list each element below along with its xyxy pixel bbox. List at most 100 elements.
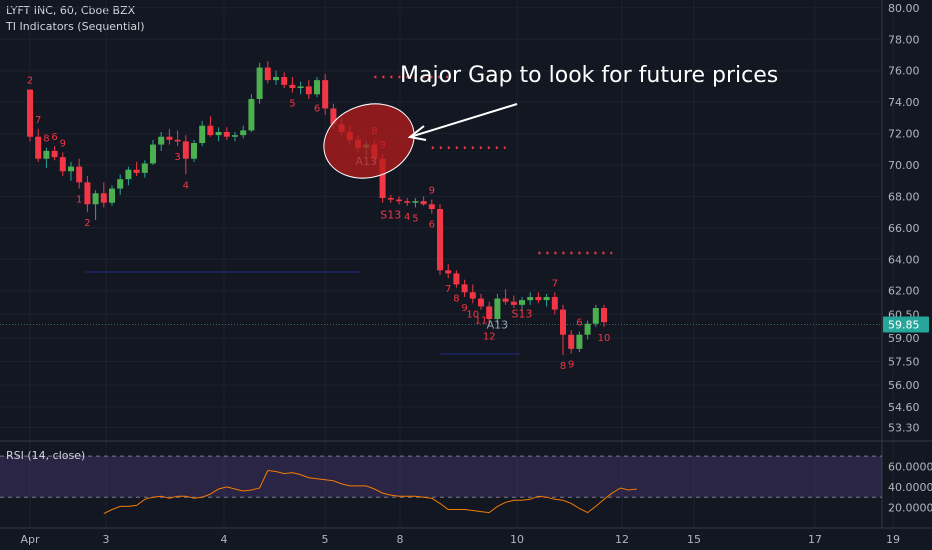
- price-tick: 57.50: [888, 355, 920, 368]
- candle: [420, 196, 427, 206]
- candle: [240, 125, 247, 139]
- candle: [125, 166, 132, 186]
- candle: [387, 194, 394, 203]
- price-tick: 76.00: [888, 65, 920, 78]
- candle-body: [379, 158, 386, 198]
- candle: [84, 176, 91, 213]
- candle: [592, 304, 599, 327]
- candle: [59, 152, 66, 176]
- candle-body: [535, 297, 542, 301]
- candle: [396, 196, 402, 205]
- candle: [601, 304, 607, 327]
- candle: [109, 185, 115, 206]
- candle-body: [502, 298, 509, 302]
- candle-body: [510, 301, 517, 305]
- count-label: 9: [429, 186, 435, 197]
- candle-body: [43, 150, 50, 159]
- candle: [158, 132, 165, 151]
- time-tick: 8: [397, 533, 404, 546]
- count-label: 10: [598, 333, 611, 344]
- candle-body: [519, 300, 525, 305]
- time-tick: 10: [510, 533, 524, 546]
- candle-body: [273, 77, 279, 81]
- candle-body: [92, 193, 99, 205]
- candle-body: [166, 136, 173, 140]
- candle-body: [174, 139, 181, 142]
- price-tick: 78.00: [888, 33, 920, 46]
- candle: [494, 293, 501, 324]
- candle-body: [551, 297, 558, 310]
- rsi-tick: 60.0000: [888, 460, 932, 473]
- candle-body: [428, 204, 435, 209]
- candle-body: [133, 169, 140, 173]
- candle: [560, 304, 566, 356]
- count-label: 8: [43, 134, 49, 145]
- price-axis: 80.00 78.00 76.00 74.00 72.00 70.00 68.00 66.00…: [888, 2, 920, 435]
- candle-body: [584, 323, 591, 335]
- candle-body: [478, 298, 484, 307]
- candle: [543, 293, 550, 307]
- symbol-title: LYFT INC, 60, Cboe BZX: [6, 4, 136, 17]
- candle: [519, 297, 525, 312]
- candle-body: [404, 201, 411, 203]
- gap-highlight: [323, 103, 415, 179]
- candle: [289, 77, 296, 93]
- candle-body: [314, 80, 320, 95]
- candle: [469, 284, 476, 304]
- count-label: 6: [51, 132, 57, 143]
- time-tick: 3: [103, 533, 110, 546]
- candle-body: [199, 125, 206, 143]
- candle-body: [601, 308, 607, 323]
- price-tick: 72.00: [888, 128, 920, 141]
- candle-body: [100, 193, 107, 203]
- candle-body: [248, 99, 255, 131]
- last-price-label: 59.85: [888, 319, 920, 332]
- count-label: 6: [576, 318, 582, 329]
- candle: [568, 330, 575, 354]
- rsi-line: [103, 469, 637, 515]
- candle-body: [461, 284, 468, 293]
- candle: [264, 61, 271, 84]
- candle-body: [576, 334, 583, 349]
- time-tick: 17: [808, 533, 822, 546]
- candle-body: [84, 182, 91, 205]
- count-label: 8: [560, 361, 566, 372]
- count-label: 8: [453, 294, 459, 305]
- count-label: 7: [35, 115, 41, 126]
- rsi-panel: RSI (14, close) 60.0000 40.0000 20.0000: [0, 449, 932, 514]
- candle: [51, 146, 58, 161]
- candle-body: [240, 130, 247, 136]
- candle: [527, 292, 534, 305]
- candle-body: [191, 143, 197, 159]
- candle: [248, 94, 255, 132]
- candle: [232, 132, 238, 142]
- candle: [256, 62, 263, 104]
- candle: [76, 158, 83, 189]
- candle-body: [297, 86, 304, 88]
- candle-body: [469, 292, 476, 299]
- candle: [297, 81, 304, 95]
- candle-body: [560, 309, 566, 335]
- candle-body: [109, 188, 115, 203]
- count-label: 3: [174, 152, 180, 163]
- sequential-counts: 27869123456894569789101112789610: [27, 76, 611, 373]
- candle-body: [68, 166, 74, 172]
- time-tick: 12: [615, 533, 629, 546]
- rsi-tick: 20.0000: [888, 501, 932, 514]
- candle: [133, 161, 140, 176]
- price-tick: 64.00: [888, 253, 920, 266]
- candle: [584, 320, 591, 340]
- time-tick: Apr: [20, 533, 40, 546]
- time-axis: Apr3458101215171922: [20, 533, 900, 546]
- candle-body: [256, 67, 263, 99]
- count-label: 9: [568, 360, 574, 371]
- candle: [191, 139, 197, 162]
- price-tick: 56.00: [888, 379, 920, 392]
- price-tick: 74.00: [888, 96, 920, 109]
- price-tick: 59.00: [888, 332, 920, 345]
- price-tick: 53.30: [888, 421, 920, 434]
- candle: [437, 204, 443, 275]
- count-label: 4: [404, 212, 410, 223]
- candle-body: [223, 132, 230, 137]
